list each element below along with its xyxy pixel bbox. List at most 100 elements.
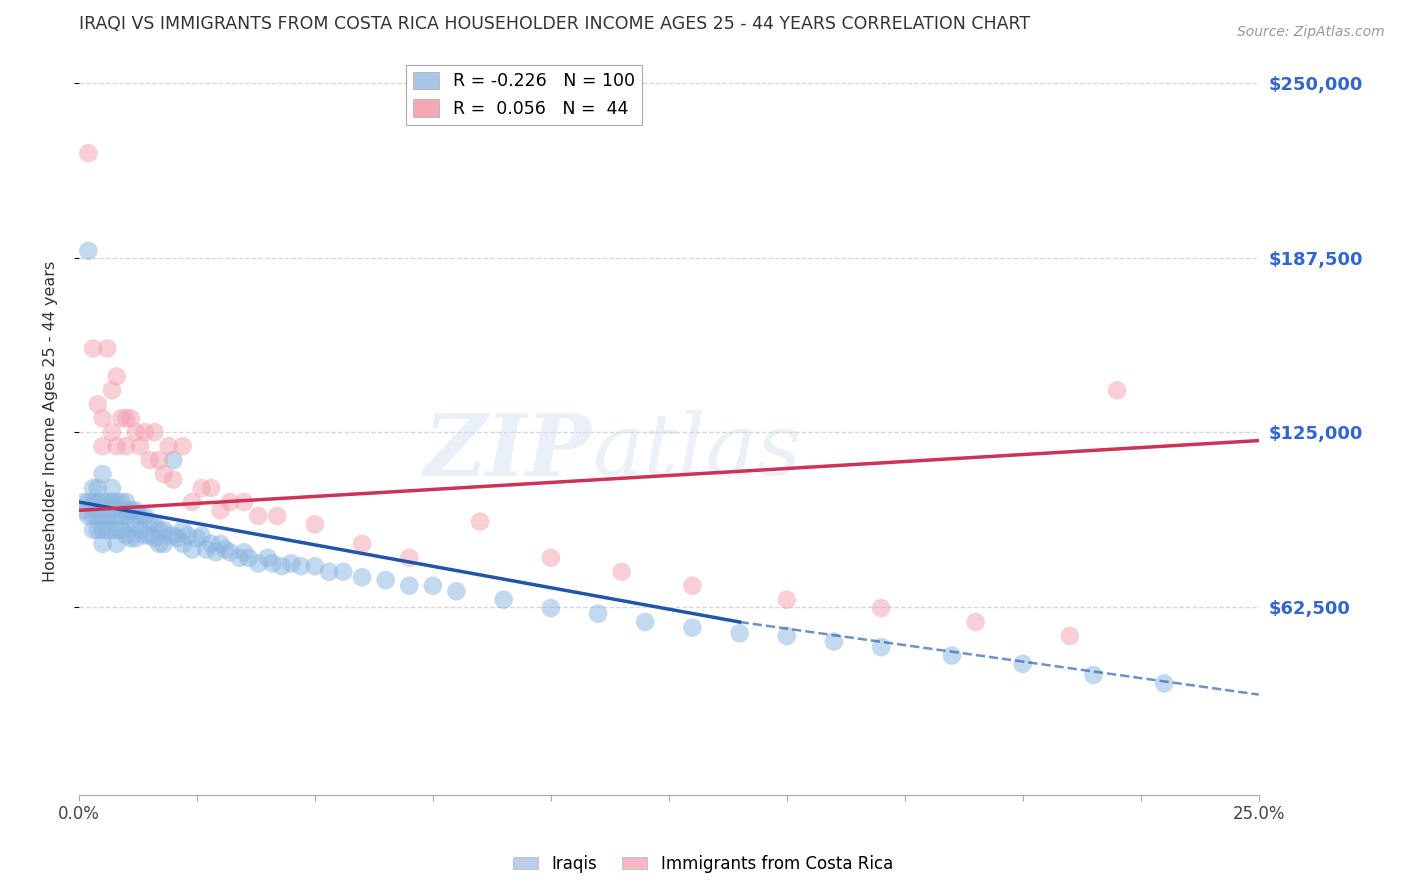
Point [247, 508, 270, 523]
Text: ZIP: ZIP [425, 409, 592, 493]
Point [73, 503, 96, 517]
Point [219, 495, 242, 509]
Point [153, 523, 176, 537]
Point [105, 439, 128, 453]
Point [468, 515, 491, 529]
Text: atlas: atlas [592, 410, 801, 493]
Point [138, 453, 160, 467]
Point [101, 481, 124, 495]
Point [101, 508, 124, 523]
Point [91, 411, 114, 425]
Point [91, 537, 114, 551]
Point [143, 531, 166, 545]
Point [352, 570, 374, 584]
Point [304, 559, 326, 574]
Point [105, 508, 128, 523]
Point [209, 503, 232, 517]
Point [87, 495, 110, 509]
Point [138, 515, 160, 529]
Point [172, 523, 194, 537]
Point [776, 592, 799, 607]
Point [96, 523, 118, 537]
Point [681, 579, 703, 593]
Point [134, 508, 156, 523]
Point [148, 523, 170, 537]
Point [266, 508, 288, 523]
Point [1083, 668, 1105, 682]
Point [398, 550, 420, 565]
Point [91, 439, 114, 453]
Point [195, 542, 218, 557]
Point [157, 528, 180, 542]
Point [115, 411, 138, 425]
Point [153, 537, 176, 551]
Point [304, 517, 326, 532]
Point [262, 557, 284, 571]
Point [233, 545, 256, 559]
Point [1059, 629, 1081, 643]
Point [540, 550, 562, 565]
Point [446, 584, 468, 599]
Point [115, 508, 138, 523]
Point [233, 495, 256, 509]
Point [105, 523, 128, 537]
Point [82, 495, 104, 509]
Point [586, 607, 609, 621]
Text: IRAQI VS IMMIGRANTS FROM COSTA RICA HOUSEHOLDER INCOME AGES 25 - 44 YEARS CORREL: IRAQI VS IMMIGRANTS FROM COSTA RICA HOUS… [79, 15, 1031, 33]
Point [129, 508, 152, 523]
Point [492, 592, 515, 607]
Point [162, 473, 184, 487]
Text: Source: ZipAtlas.com: Source: ZipAtlas.com [1237, 25, 1385, 39]
Point [219, 545, 242, 559]
Point [87, 523, 110, 537]
Point [124, 531, 146, 545]
Point [115, 528, 138, 542]
Point [162, 528, 184, 542]
Point [148, 453, 170, 467]
Point [82, 523, 104, 537]
Legend: Iraqis, Immigrants from Costa Rica: Iraqis, Immigrants from Costa Rica [506, 848, 900, 880]
Point [870, 640, 893, 654]
Point [82, 508, 104, 523]
Point [681, 621, 703, 635]
Point [105, 495, 128, 509]
Point [167, 531, 190, 545]
Point [77, 508, 100, 523]
Point [77, 146, 100, 161]
Point [190, 481, 212, 495]
Point [87, 481, 110, 495]
Point [96, 342, 118, 356]
Point [610, 565, 633, 579]
Point [148, 537, 170, 551]
Point [162, 453, 184, 467]
Point [728, 626, 751, 640]
Point [143, 425, 166, 440]
Point [124, 425, 146, 440]
Point [101, 523, 124, 537]
Point [200, 537, 222, 551]
Point [115, 503, 138, 517]
Point [143, 517, 166, 532]
Y-axis label: Householder Income Ages 25 - 44 years: Householder Income Ages 25 - 44 years [44, 261, 58, 582]
Point [82, 481, 104, 495]
Point [823, 634, 845, 648]
Point [77, 244, 100, 258]
Point [105, 537, 128, 551]
Point [318, 565, 340, 579]
Point [134, 528, 156, 542]
Legend: R = -0.226   N = 100, R =  0.056   N =  44: R = -0.226 N = 100, R = 0.056 N = 44 [406, 64, 643, 125]
Point [110, 523, 132, 537]
Point [374, 573, 396, 587]
Point [134, 425, 156, 440]
Point [87, 397, 110, 411]
Point [1011, 657, 1033, 671]
Point [124, 503, 146, 517]
Point [280, 557, 302, 571]
Point [153, 467, 176, 481]
Point [186, 531, 208, 545]
Point [190, 528, 212, 542]
Point [181, 495, 204, 509]
Point [256, 550, 278, 565]
Point [270, 559, 292, 574]
Point [540, 601, 562, 615]
